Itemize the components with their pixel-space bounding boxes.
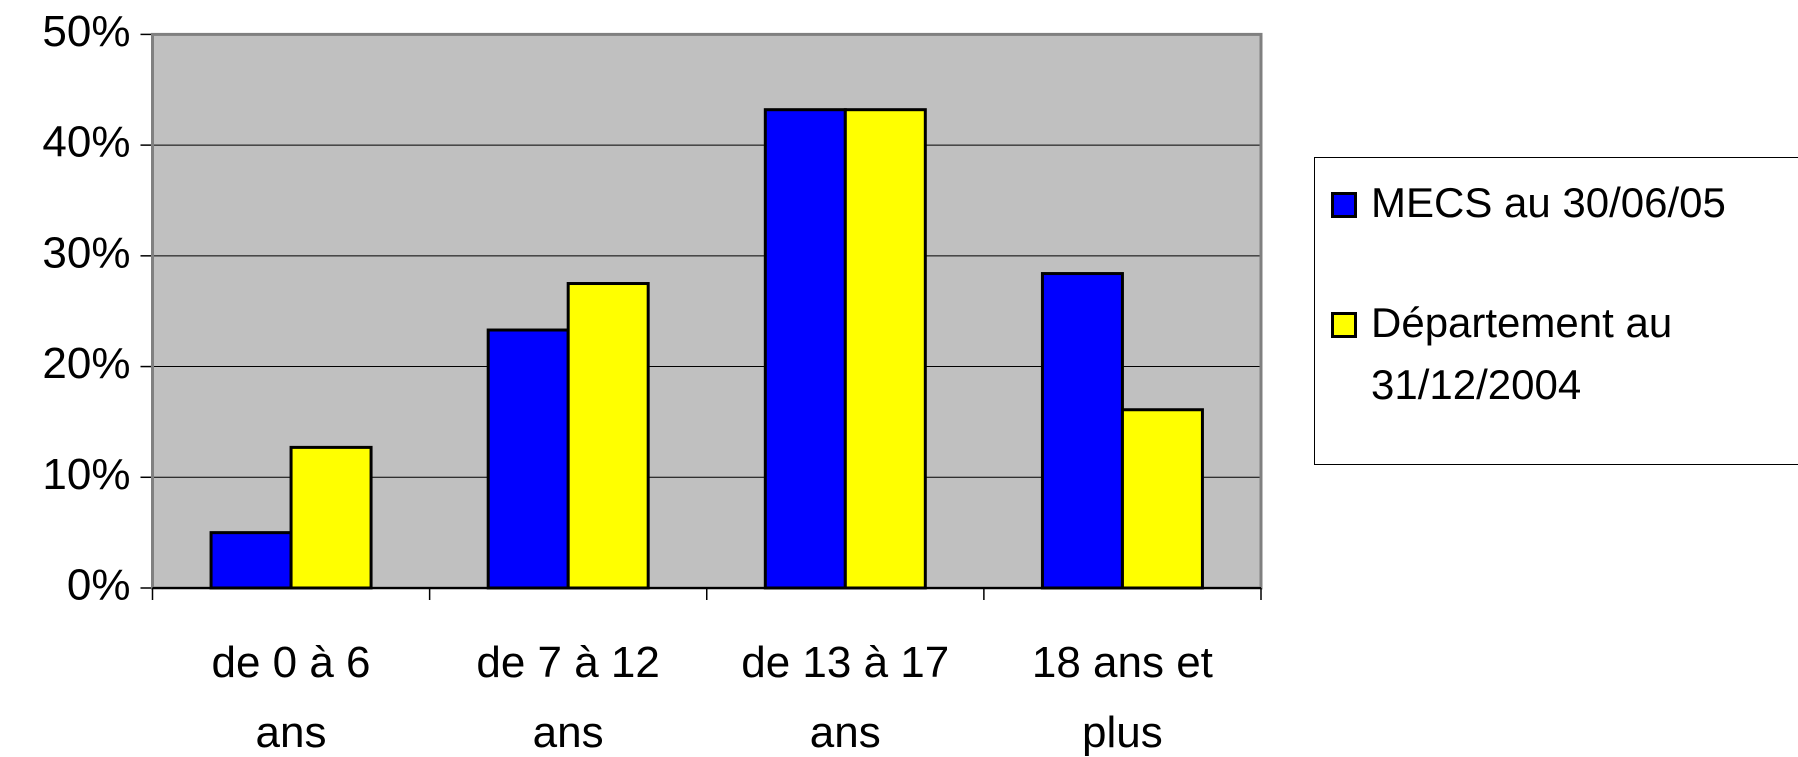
y-tick-label: 40%	[42, 118, 130, 167]
x-tick-label: de 13 à 17 ans	[707, 628, 984, 757]
x-tick-label-line: plus	[1082, 708, 1163, 757]
x-tick-label-line: de 7 à 12	[476, 638, 660, 687]
x-tick-label: de 0 à 6 ans	[153, 628, 430, 757]
bar	[843, 108, 927, 590]
x-tick-label-line: 18 ans et	[1031, 638, 1213, 687]
x-tick-label-line: ans	[532, 708, 604, 757]
x-tick-label-line: de 0 à 6	[211, 638, 371, 687]
bar	[486, 328, 570, 590]
y-tick-label: 10%	[42, 450, 130, 499]
bar	[289, 445, 373, 590]
legend-label: Département au 31/12/2004	[1371, 299, 1673, 408]
legend-key	[1331, 312, 1357, 338]
y-tick-label: 30%	[42, 228, 130, 277]
bar	[566, 282, 650, 590]
legend-label: MECS au 30/06/05	[1371, 179, 1726, 226]
x-tick-label: 18 ans et plus	[984, 628, 1261, 757]
y-tick-label: 20%	[42, 339, 130, 388]
bar	[1120, 408, 1204, 590]
y-tick-label: 50%	[42, 7, 130, 56]
legend-item: Département au 31/12/2004	[1331, 292, 1771, 416]
legend-item: MECS au 30/06/05	[1331, 172, 1771, 234]
y-tick-label: 0%	[67, 561, 131, 610]
bar	[1040, 272, 1124, 590]
legend-key	[1331, 192, 1357, 218]
x-tick-label-line: ans	[809, 708, 881, 757]
legend: MECS au 30/06/05 Département au 31/12/200…	[1314, 157, 1798, 465]
x-tick-label-line: de 13 à 17	[741, 638, 950, 687]
bar	[209, 531, 293, 590]
bar	[763, 108, 847, 590]
x-tick-label: de 7 à 12 ans	[430, 628, 707, 757]
x-tick-label-line: ans	[255, 708, 327, 757]
